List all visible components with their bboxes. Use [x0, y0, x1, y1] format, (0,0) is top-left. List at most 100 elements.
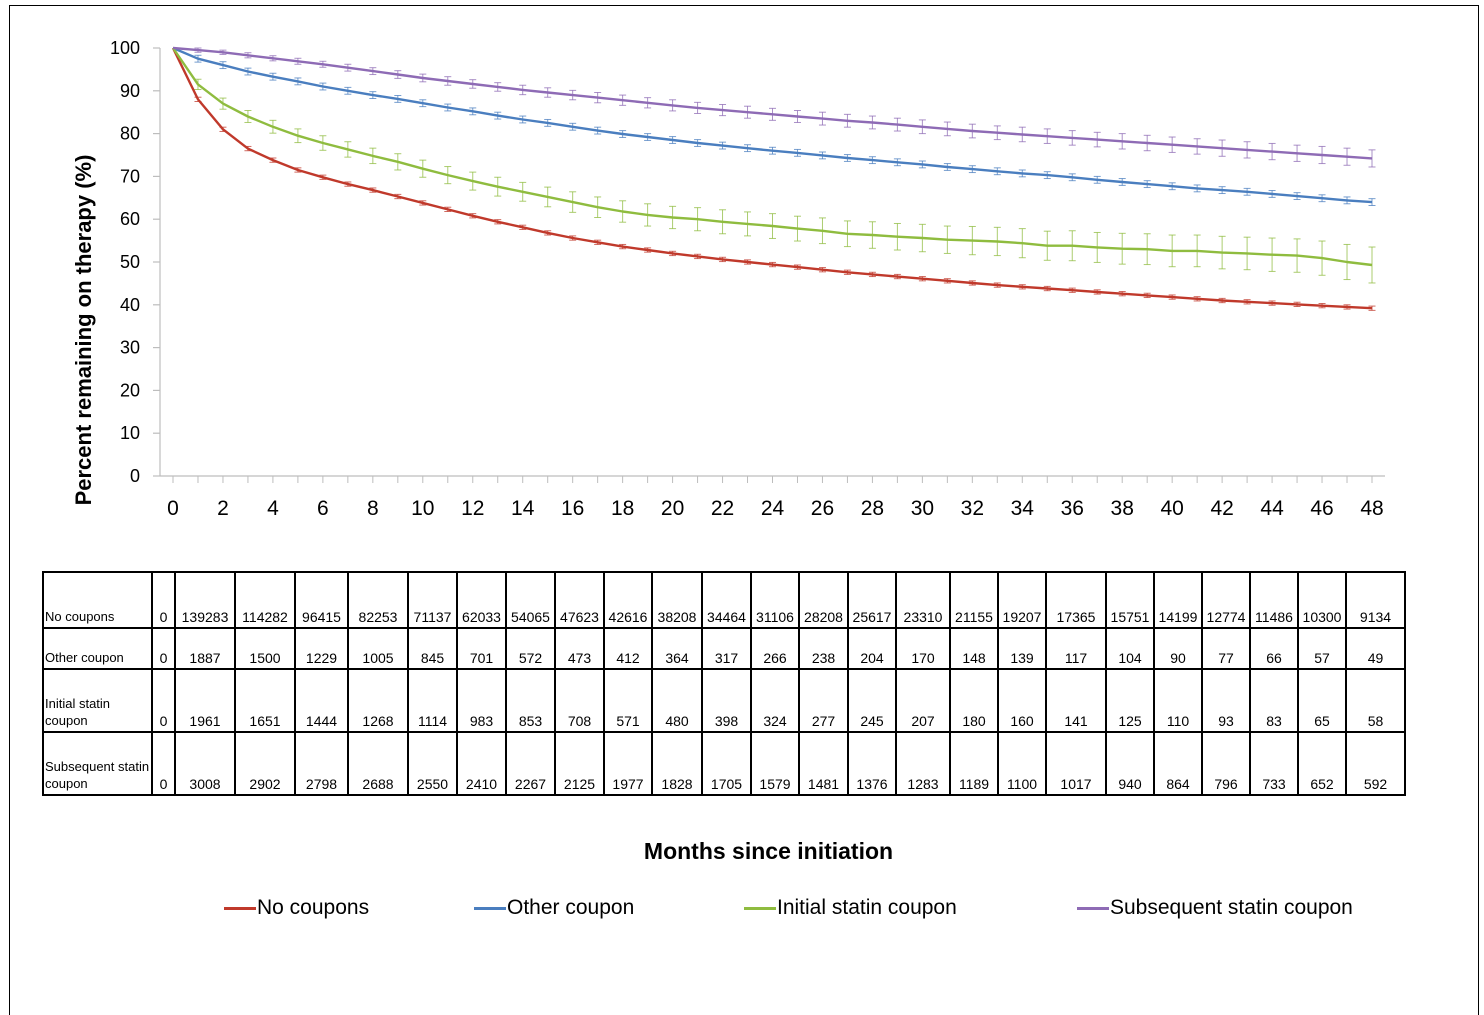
x-tick-label: 48: [1360, 497, 1383, 520]
y-tick-label: 30: [120, 338, 140, 358]
table-cell: 104: [1105, 627, 1155, 670]
table-cell: 1651: [234, 668, 296, 733]
table-cell: 2410: [456, 731, 507, 796]
table-cell: 17365: [1045, 571, 1107, 629]
legend-entry: Subsequent statin coupon: [1077, 896, 1353, 920]
table-cell: 3008: [174, 731, 236, 796]
table-cell: 1828: [651, 731, 703, 796]
table-cell: 652: [1297, 731, 1347, 796]
table-cell: 9134: [1345, 571, 1406, 629]
x-tick-label: 18: [611, 497, 634, 520]
table-cell: 940: [1105, 731, 1155, 796]
table-cell: 1268: [347, 668, 409, 733]
table-cell: 708: [554, 668, 605, 733]
x-tick-label: 12: [461, 497, 484, 520]
table-cell: 364: [651, 627, 703, 670]
x-tick-label: 16: [561, 497, 584, 520]
table-cell: 82253: [347, 571, 409, 629]
table-cell: 0: [151, 668, 176, 733]
table-cell: 125: [1105, 668, 1155, 733]
table-cell: 238: [798, 627, 849, 670]
legend-entry: Other coupon: [474, 896, 634, 920]
table-cell: 1376: [847, 731, 897, 796]
row-label: Other coupon: [42, 627, 153, 670]
table-cell: 71137: [407, 571, 458, 629]
table-cell: 701: [456, 627, 507, 670]
table-cell: 592: [1345, 731, 1406, 796]
table-cell: 1283: [895, 731, 951, 796]
table-cell: 983: [456, 668, 507, 733]
y-tick-label: 40: [120, 295, 140, 315]
x-tick-label: 20: [661, 497, 684, 520]
table-cell: 25617: [847, 571, 897, 629]
table-row: Initial statin coupon 0 1961 1651 1444 1268 11…: [42, 668, 1406, 733]
y-tick-label: 70: [120, 166, 140, 186]
x-tick-label: 32: [961, 497, 984, 520]
table-cell: 1017: [1045, 731, 1107, 796]
table-cell: 473: [554, 627, 605, 670]
x-tick-label: 6: [317, 497, 329, 520]
table-cell: 1887: [174, 627, 236, 670]
table-cell: 1229: [294, 627, 349, 670]
x-tick-label: 14: [511, 497, 535, 520]
table-cell: 14199: [1153, 571, 1203, 629]
table-cell: 49: [1345, 627, 1406, 670]
table-cell: 31106: [750, 571, 800, 629]
table-cell: 34464: [701, 571, 752, 629]
x-tick-label: 42: [1210, 497, 1233, 520]
table-cell: 12774: [1201, 571, 1251, 629]
table-cell: 11486: [1249, 571, 1299, 629]
x-tick-label: 36: [1061, 497, 1084, 520]
x-tick-label: 22: [711, 497, 734, 520]
table-cell: 733: [1249, 731, 1299, 796]
x-tick-label: 38: [1111, 497, 1134, 520]
table-cell: 2902: [234, 731, 296, 796]
table-cell: 65: [1297, 668, 1347, 733]
table-cell: 180: [949, 668, 999, 733]
table-cell: 58: [1345, 668, 1406, 733]
table-cell: 141: [1045, 668, 1107, 733]
y-tick-label: 80: [120, 124, 140, 144]
table-cell: 90: [1153, 627, 1203, 670]
legend: No coupons Other coupon Initial statin cou…: [224, 896, 1424, 926]
table-cell: 117: [1045, 627, 1107, 670]
table-cell: 0: [151, 731, 176, 796]
y-axis-title: Percent remaining on therapy (%): [71, 155, 96, 506]
table-row: No coupons 0 139283 114282 96415 82253 71137 62…: [42, 571, 1406, 629]
series-line-3: [172, 46, 1373, 160]
table-cell: 110: [1153, 668, 1203, 733]
table-cell: 277: [798, 668, 849, 733]
table-cell: 1100: [997, 731, 1047, 796]
table-cell: 77: [1201, 627, 1251, 670]
table-cell: 864: [1153, 731, 1203, 796]
table-cell: 207: [895, 668, 951, 733]
row-label: Subsequent statin coupon: [42, 731, 153, 796]
table-row: Subsequent statin coupon 0 3008 2902 2798 268…: [42, 731, 1406, 796]
y-tick-label: 50: [120, 252, 140, 272]
table-cell: 1977: [603, 731, 653, 796]
table-cell: 38208: [651, 571, 703, 629]
legend-swatch: [474, 906, 506, 910]
table-cell: 0: [151, 571, 176, 629]
table-cell: 1705: [701, 731, 752, 796]
legend-label: No coupons: [257, 896, 370, 919]
series-line-2: [172, 47, 1373, 267]
table-cell: 1961: [174, 668, 236, 733]
x-axis-title: Months since initiation: [643, 838, 894, 864]
row-label: Initial statin coupon: [42, 668, 153, 733]
table-cell: 93: [1201, 668, 1251, 733]
y-tick-label: 20: [120, 380, 140, 400]
table-cell: 10300: [1297, 571, 1347, 629]
table-cell: 1579: [750, 731, 800, 796]
table-cell: 2550: [407, 731, 458, 796]
series-line-1: [172, 46, 1373, 204]
table-cell: 21155: [949, 571, 999, 629]
table-cell: 853: [505, 668, 556, 733]
error-bars: [194, 47, 1376, 311]
series-lines: [171, 46, 1373, 310]
x-tick-label: 26: [811, 497, 834, 520]
table-cell: 42616: [603, 571, 653, 629]
table-cell: 398: [701, 668, 752, 733]
